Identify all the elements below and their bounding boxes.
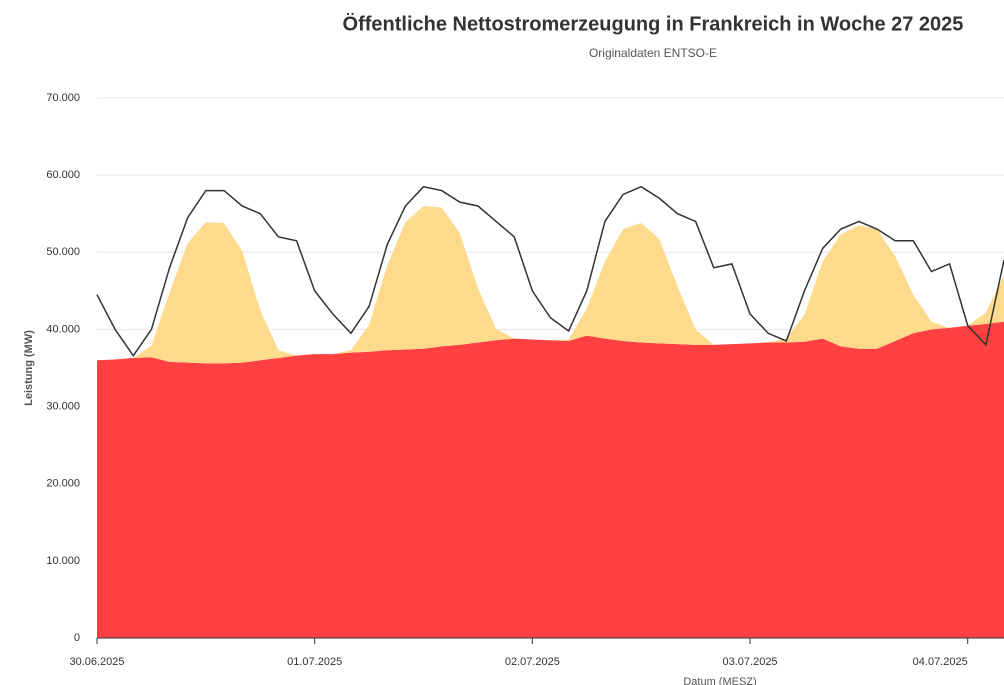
x-tick-label: 01.07.2025 bbox=[287, 656, 342, 668]
x-axis-label: Datum (MESZ) bbox=[683, 676, 756, 685]
chart-subtitle: Originaldaten ENTSO-E bbox=[589, 46, 717, 60]
x-tick-label: 30.06.2025 bbox=[69, 656, 124, 668]
y-tick-label: 70.000 bbox=[46, 92, 80, 104]
chart-title: Öffentliche Nettostromerzeugung in Frank… bbox=[343, 12, 964, 35]
y-tick-label: 60.000 bbox=[46, 169, 80, 181]
stacked-area bbox=[97, 206, 1004, 364]
y-tick-label: 0 bbox=[74, 632, 80, 644]
y-tick-label: 30.000 bbox=[46, 400, 80, 412]
x-tick-label: 04.07.2025 bbox=[913, 656, 968, 668]
y-tick-label: 40.000 bbox=[46, 323, 80, 335]
x-tick-label: 03.07.2025 bbox=[723, 656, 778, 668]
line bbox=[96, 185, 1004, 357]
y-axis-label: Leistung (MW) bbox=[23, 330, 35, 406]
y-tick-label: 10.000 bbox=[46, 555, 80, 567]
stacked-area bbox=[97, 321, 1004, 638]
x-tick-label: 02.07.2025 bbox=[505, 656, 560, 668]
y-tick-label: 20.000 bbox=[46, 478, 80, 490]
y-tick-label: 50.000 bbox=[46, 246, 80, 258]
